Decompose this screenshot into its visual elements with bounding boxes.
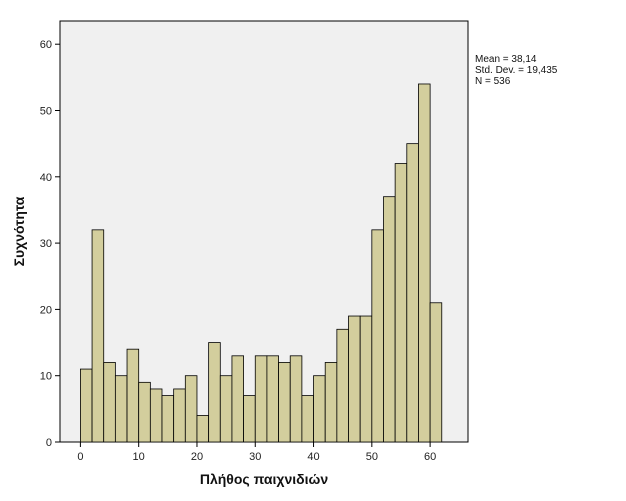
y-axis-title: Συχνότητα	[11, 196, 27, 266]
histogram-bar	[348, 315, 361, 443]
histogram-bar	[243, 395, 256, 443]
histogram-bar	[161, 395, 175, 443]
x-tick-label: 60	[424, 451, 436, 463]
histogram-bar	[336, 328, 349, 443]
histogram-bar	[429, 302, 443, 443]
histogram-bar	[91, 229, 105, 443]
histogram-bar	[289, 355, 303, 443]
histogram-bar	[266, 355, 279, 443]
histogram-bar	[126, 348, 140, 443]
y-tick-label: 60	[40, 39, 52, 51]
histogram-bar	[138, 381, 151, 443]
y-tick-label: 10	[40, 371, 52, 383]
y-tick-label: 30	[40, 238, 52, 250]
histogram-bar	[394, 163, 408, 443]
histogram-bar	[371, 229, 384, 443]
y-axis: 0 10 20 30 40 50 60	[40, 39, 60, 449]
stats-line: Std. Dev. = 19,435	[475, 65, 558, 76]
x-axis-title: Πλήθος παιχνιδιών	[200, 471, 329, 487]
y-tick-label: 50	[40, 106, 52, 118]
stats-line: N = 536	[475, 76, 511, 87]
stats-line: Mean = 38,14	[475, 54, 537, 65]
y-tick-label: 20	[40, 304, 52, 316]
histogram-bar	[208, 342, 221, 443]
histogram-bar	[278, 362, 291, 443]
histogram-bar	[324, 362, 338, 443]
histogram-bar	[103, 362, 116, 443]
x-tick-label: 40	[307, 451, 319, 463]
y-tick-label: 40	[40, 172, 52, 184]
histogram-bar	[359, 315, 373, 443]
histogram-bar	[383, 196, 396, 443]
histogram-bar	[149, 388, 163, 443]
x-tick-label: 0	[77, 451, 83, 463]
y-tick-label: 0	[46, 437, 52, 449]
x-axis: 0 10 20 30 40 50 60	[77, 442, 436, 463]
histogram-bar	[406, 143, 419, 443]
histogram-bar	[254, 355, 268, 443]
histogram-bar	[196, 415, 210, 443]
histogram-bar	[231, 355, 245, 443]
x-tick-label: 10	[133, 451, 145, 463]
histogram-bar	[301, 395, 314, 443]
x-tick-label: 30	[249, 451, 261, 463]
histogram-bar	[80, 368, 93, 443]
bars-group	[80, 83, 443, 443]
histogram-bar	[313, 375, 326, 443]
histogram-bar	[418, 83, 431, 443]
histogram-bar	[173, 388, 186, 443]
histogram-bar	[184, 375, 198, 443]
histogram-bar	[114, 375, 128, 443]
histogram-bar	[219, 375, 233, 443]
x-tick-label: 20	[191, 451, 203, 463]
x-tick-label: 50	[366, 451, 378, 463]
